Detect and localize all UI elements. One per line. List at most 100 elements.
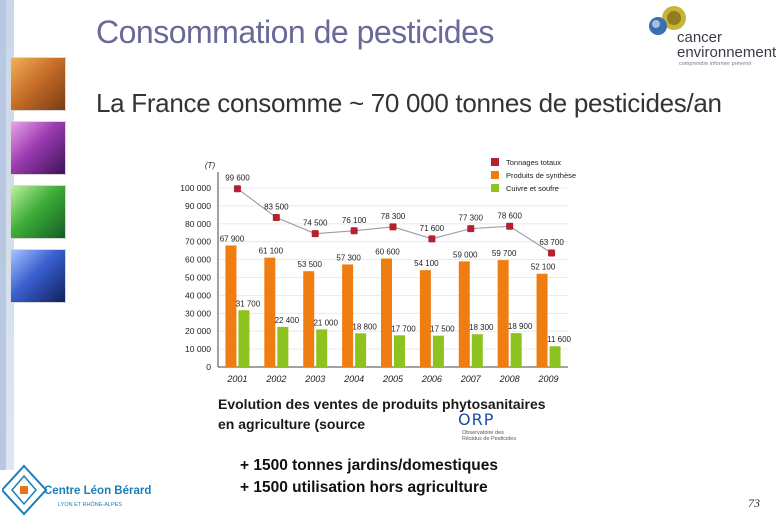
chart-title-line-1: Evolution des ventes de produits phytosa…	[218, 396, 546, 412]
label-total: 99 600	[225, 174, 250, 183]
label-total: 76 100	[342, 216, 367, 225]
x-tick-label: 2006	[421, 374, 442, 384]
total-point	[548, 249, 556, 257]
label-total: 71 600	[420, 224, 445, 233]
note-gardens: + 1500 tonnes jardins/domestiques	[240, 457, 498, 474]
chart-legend: Tonnages totaux Produits de synthèse Cuivr…	[491, 158, 576, 193]
y-tick-label: 10 000	[185, 344, 211, 354]
total-point	[233, 185, 241, 193]
bar-cuivre	[549, 346, 561, 367]
label-cuivre: 18 300	[469, 323, 494, 332]
legend-label: Tonnages totaux	[506, 158, 561, 167]
clb-subtitle: LYON ET RHÔNE-ALPES	[58, 502, 122, 508]
bar-synthese	[342, 264, 354, 367]
label-total: 63 700	[539, 238, 564, 247]
x-tick-label: 2002	[265, 374, 286, 384]
orp-logo-text: ORP	[458, 410, 495, 429]
label-cuivre: 17 500	[430, 325, 455, 334]
legend-swatch	[491, 158, 499, 166]
y-tick-label: 90 000	[185, 201, 211, 211]
y-tick-label: 30 000	[185, 308, 211, 318]
bar-cuivre	[277, 326, 289, 367]
bar-synthese	[381, 258, 392, 367]
diamond-logo-icon	[2, 464, 48, 516]
label-synthese: 54 100	[414, 259, 439, 268]
y-tick-label: 20 000	[185, 326, 211, 336]
cancer-environnement-logo: cancer environnement comprendre informer…	[644, 4, 776, 68]
total-point	[311, 230, 319, 238]
bar-cuivre	[316, 329, 328, 367]
bar-cuivre	[238, 310, 250, 367]
total-line-path	[237, 188, 552, 254]
bar-cuivre	[355, 333, 367, 367]
bar-synthese	[536, 273, 548, 367]
label-cuivre: 17 700	[391, 324, 416, 333]
note-non-agri: + 1500 utilisation hors agriculture	[240, 479, 488, 496]
label-total: 74 500	[303, 219, 328, 228]
chart-data-labels: 67 900 31 700 61 100 22 400 53 500 21 000 57 3…	[220, 174, 572, 345]
x-tick-label: 2004	[343, 374, 364, 384]
page-number: 73	[748, 496, 760, 510]
y-tick-label: 40 000	[185, 290, 211, 300]
centre-leon-berard-logo: Centre Léon Bérard LYON ET RHÔNE-ALPES	[0, 462, 151, 517]
photo-thumbnail-4	[10, 249, 66, 303]
legend-label: Cuivre et soufre	[506, 184, 559, 193]
label-synthese: 52 100	[531, 263, 556, 272]
x-tick-label: 2001	[226, 374, 247, 384]
logo-line-2: environnement	[677, 44, 776, 61]
bar-cuivre	[471, 334, 483, 367]
x-tick-label: 2009	[538, 374, 559, 384]
label-synthese: 67 900	[220, 234, 245, 243]
y-tick-label: 70 000	[185, 237, 211, 247]
label-cuivre: 31 700	[236, 299, 261, 308]
bar-synthese	[458, 261, 470, 367]
total-point	[350, 227, 358, 235]
photo-thumbnail-1	[10, 57, 66, 111]
slide-subtitle: La France consomme ~ 70 000 tonnes de pe…	[96, 88, 722, 118]
orp-logo-subtitle: Observatoire des Résidus de Pesticides	[462, 430, 517, 442]
label-cuivre: 18 800	[352, 322, 377, 331]
label-cuivre: 11 600	[547, 335, 571, 344]
logo-line-1: cancer	[677, 29, 723, 46]
legend-swatch	[491, 171, 499, 179]
x-tick-label: 2005	[382, 374, 404, 384]
total-point	[389, 223, 397, 231]
total-point	[428, 235, 436, 243]
chart-total-line	[233, 185, 556, 257]
y-tick-label: 0	[206, 362, 211, 372]
y-tick-label: 60 000	[185, 255, 211, 265]
x-tick-label: 2007	[460, 374, 482, 384]
label-cuivre: 22 400	[275, 316, 300, 325]
bar-synthese	[225, 245, 237, 367]
photo-thumbnail-3	[10, 185, 66, 239]
label-total: 78 600	[497, 211, 522, 220]
bar-synthese	[303, 271, 315, 367]
label-synthese: 60 600	[375, 248, 400, 257]
legend-label: Produits de synthèse	[506, 171, 576, 180]
label-total: 83 500	[264, 203, 289, 212]
label-total: 77 300	[459, 214, 484, 223]
chart-title-line-2: en agriculture (source	[218, 416, 366, 432]
chart-title: Evolution des ventes de produits phytosa…	[218, 394, 598, 434]
chart-axes: 0 10 000 20 000 30 000 40 000 50 000 60 000 70 …	[180, 161, 568, 384]
label-cuivre: 21 000	[313, 318, 338, 327]
bar-cuivre	[432, 335, 444, 367]
chart-grid	[218, 187, 568, 350]
sunflower-icon	[649, 6, 686, 35]
logo-tagline: comprendre informer prévenir	[679, 61, 752, 67]
total-point	[506, 222, 514, 230]
orp-logo: ORP Observatoire des Résidus de Pesticid…	[458, 410, 532, 452]
label-synthese: 61 100	[259, 247, 284, 256]
label-synthese: 57 300	[336, 253, 361, 262]
x-tick-label: 2003	[304, 374, 325, 384]
total-point	[272, 214, 280, 222]
chart-bars	[225, 245, 561, 367]
label-cuivre: 18 900	[508, 322, 533, 331]
y-axis-label: (T)	[205, 161, 216, 170]
label-synthese: 53 500	[297, 260, 322, 269]
bar-synthese	[419, 270, 431, 367]
total-point	[467, 225, 475, 233]
y-tick-label: 80 000	[185, 219, 211, 229]
bar-cuivre	[510, 333, 522, 367]
x-tick-label: 2008	[499, 374, 520, 384]
